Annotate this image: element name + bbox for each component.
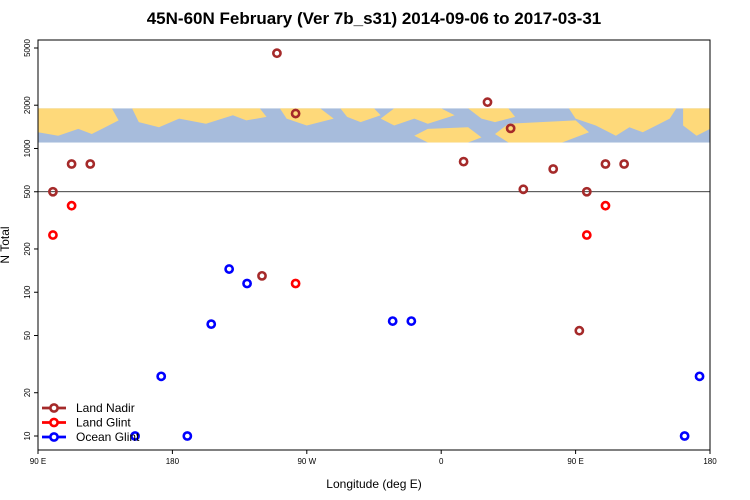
data-point <box>600 159 611 169</box>
chart-title: 45N-60N February (Ver 7b_s31) 2014-09-06… <box>147 9 602 28</box>
legend-item: Land Nadir <box>42 401 135 415</box>
data-point <box>387 316 398 326</box>
legend-label: Land Glint <box>76 416 131 430</box>
data-point <box>482 97 493 108</box>
y-tick-label: 100 <box>23 285 32 299</box>
x-axis: 90 E 180 90 W 0 90 E 180 <box>30 450 717 466</box>
y-tick-label: 5000 <box>23 39 32 57</box>
map-land-mass <box>414 127 482 143</box>
map-land-mass <box>380 108 455 126</box>
legend-item: Ocean Glint <box>42 430 140 444</box>
map-land-mass <box>683 108 710 136</box>
data-point <box>290 278 301 289</box>
data-point <box>224 264 235 274</box>
x-tick-label: 180 <box>703 457 717 466</box>
plot-frame <box>37 39 711 451</box>
map-land <box>38 108 710 143</box>
legend-label: Ocean Glint <box>76 430 140 444</box>
data-point <box>156 371 167 382</box>
x-axis-label: Longitude (deg E) <box>326 477 421 491</box>
data-point <box>257 270 267 281</box>
y-tick-label: 20 <box>23 388 32 397</box>
data-point <box>600 200 611 211</box>
data-point <box>518 184 529 195</box>
data-point <box>548 164 559 174</box>
y-tick-label: 200 <box>23 242 32 256</box>
data-point <box>48 186 58 197</box>
legend-label: Land Nadir <box>76 401 135 415</box>
x-tick-label: 90 E <box>567 457 583 466</box>
data-point <box>694 371 705 382</box>
data-point <box>505 123 516 134</box>
x-tick-label: 180 <box>166 457 180 466</box>
y-axis: 10 20 50 100 200 500 1000 2000 5000 <box>23 39 38 440</box>
y-tick-label: 500 <box>23 185 32 199</box>
data-point <box>48 230 58 240</box>
y-tick-label: 10 <box>23 431 32 440</box>
x-tick-label: 90 W <box>297 457 316 466</box>
map-land-mass <box>568 108 677 136</box>
legend-marker <box>49 432 59 442</box>
world-map-strip <box>38 108 710 143</box>
map-land-mass <box>468 108 516 123</box>
data-point <box>581 186 592 197</box>
y-tick-label: 1000 <box>23 139 32 157</box>
data-point <box>458 156 469 167</box>
data-point <box>66 159 77 169</box>
series-land-nadir <box>48 48 630 336</box>
y-tick-label: 50 <box>23 331 32 340</box>
data-point <box>242 278 252 289</box>
data-point <box>406 316 417 326</box>
map-land-mass <box>132 108 267 128</box>
data-point <box>619 159 630 169</box>
data-point <box>290 108 301 119</box>
map-land-mass <box>340 108 381 123</box>
data-point <box>574 325 585 336</box>
data-points <box>48 48 705 441</box>
data-point <box>679 431 690 441</box>
legend-marker <box>49 417 59 428</box>
series-ocean-glint <box>130 264 705 441</box>
data-point <box>272 48 282 59</box>
data-point <box>182 431 193 441</box>
y-tick-label: 2000 <box>23 96 32 114</box>
x-tick-label: 0 <box>439 457 444 466</box>
data-point <box>66 200 77 211</box>
legend-marker <box>49 403 59 413</box>
y-axis-label: N Total <box>0 226 12 263</box>
data-point <box>206 319 217 330</box>
data-point <box>85 159 96 169</box>
data-point <box>130 431 140 441</box>
x-tick-label: 90 E <box>30 457 46 466</box>
map-land-mass <box>38 108 119 136</box>
map-land-mass <box>495 120 589 143</box>
data-point <box>581 230 592 240</box>
legend-item: Land Glint <box>42 416 131 430</box>
series-land-glint <box>48 200 611 289</box>
